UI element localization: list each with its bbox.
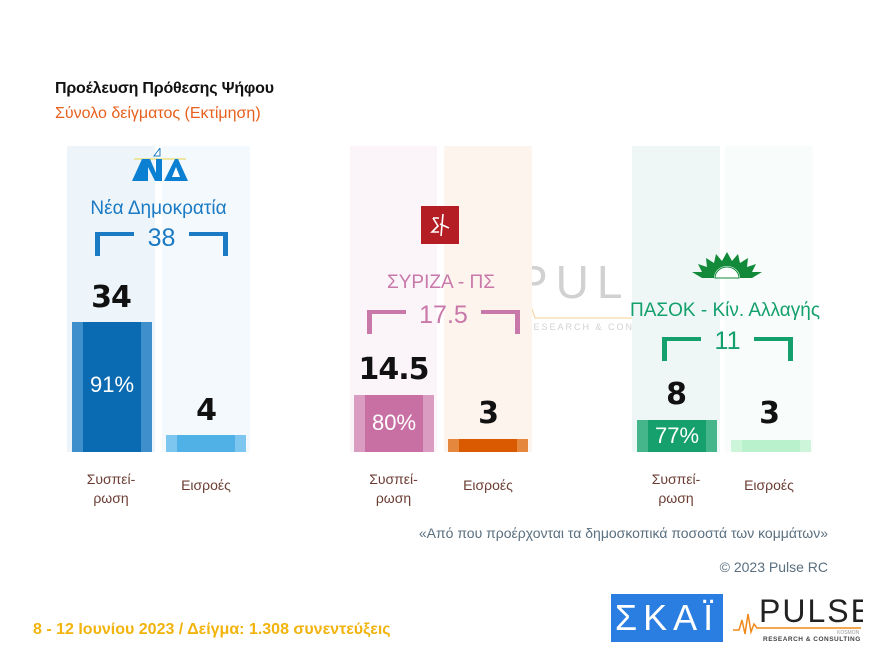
pasok-inflow-bar <box>731 440 811 452</box>
footer-sample-info: 8 - 12 Ιουνίου 2023 / Δείγμα: 1.308 συνε… <box>33 621 391 638</box>
syriza-retention-value: 14.5 <box>358 352 429 387</box>
syriza-inflow-column <box>444 146 532 452</box>
svg-text:KOSMON: KOSMON <box>837 630 860 636</box>
pasok-inflow-label: Εισροές <box>744 477 794 493</box>
pasok-inflow-value: 3 <box>759 396 780 431</box>
syriza-inflow-label: Εισροές <box>463 477 513 493</box>
nd-party-name: Νέα Δημοκρατία <box>90 198 227 219</box>
nd-inflow-value: 4 <box>196 393 217 428</box>
nd-retention-label: Συσπεί-ρωση <box>86 471 136 506</box>
pasok-total-bracket <box>662 337 793 361</box>
syriza-total-value: 17.5 <box>419 301 468 329</box>
pasok-total-value: 11 <box>714 327 741 355</box>
nd-inflow-bar <box>166 435 246 452</box>
nd-retention-value: 34 <box>91 280 132 315</box>
nd-retention-pct: 91% <box>89 372 135 397</box>
svg-text:RESEARCH & CONSULTING: RESEARCH & CONSULTING <box>525 322 680 332</box>
syriza-retention-bar: 80% <box>354 395 434 452</box>
syriza-logo-icon <box>421 206 459 244</box>
chart-title: Προέλευση Πρόθεσης Ψήφου <box>55 80 274 97</box>
svg-text:PULSE: PULSE <box>759 594 863 629</box>
pasok-retention-value: 8 <box>666 377 687 412</box>
pasok-sun-logo-icon <box>692 252 762 279</box>
syriza-retention-pct: 80% <box>371 410 417 435</box>
nd-total-value: 38 <box>147 224 176 252</box>
nd-total-bracket <box>95 232 228 256</box>
syriza-total-bracket <box>367 310 520 334</box>
nd-inflow-column <box>162 146 250 452</box>
syriza-retention-label: Συσπεί-ρωση <box>369 471 418 506</box>
copyright: © 2023 Pulse RC <box>719 559 828 575</box>
svg-text:RESEARCH & CONSULTING: RESEARCH & CONSULTING <box>763 636 861 642</box>
pasok-party-name: ΠΑΣΟΚ - Κίν. Αλλαγής <box>630 300 820 321</box>
pasok-retention-bar: 77% <box>637 420 717 452</box>
caption-quote: «Από που προέρχονται τα δημοσκοπικά ποσο… <box>418 525 828 541</box>
syriza-inflow-bar <box>448 439 528 452</box>
syriza-party-name: ΣΥΡΙΖΑ - ΠΣ <box>387 272 495 293</box>
syriza-inflow-value: 3 <box>478 396 499 431</box>
pulse-logo-icon: PULSE KOSMON RESEARCH & CONSULTING <box>733 594 863 642</box>
chart-subtitle: Σύνολο δείγματος (Εκτίμηση) <box>55 105 261 122</box>
pasok-retention-label: Συσπεί-ρωση <box>651 471 701 506</box>
pasok-retention-pct: 77% <box>654 423 700 448</box>
nd-logo-icon <box>132 148 188 181</box>
nd-retention-bar: 91% <box>72 322 152 452</box>
pasok-inflow-column <box>725 146 813 452</box>
nd-inflow-label: Εισροές <box>181 477 231 493</box>
skai-logo: ΣΚΑΪ <box>611 594 723 642</box>
pasok-retention-column <box>632 146 720 452</box>
